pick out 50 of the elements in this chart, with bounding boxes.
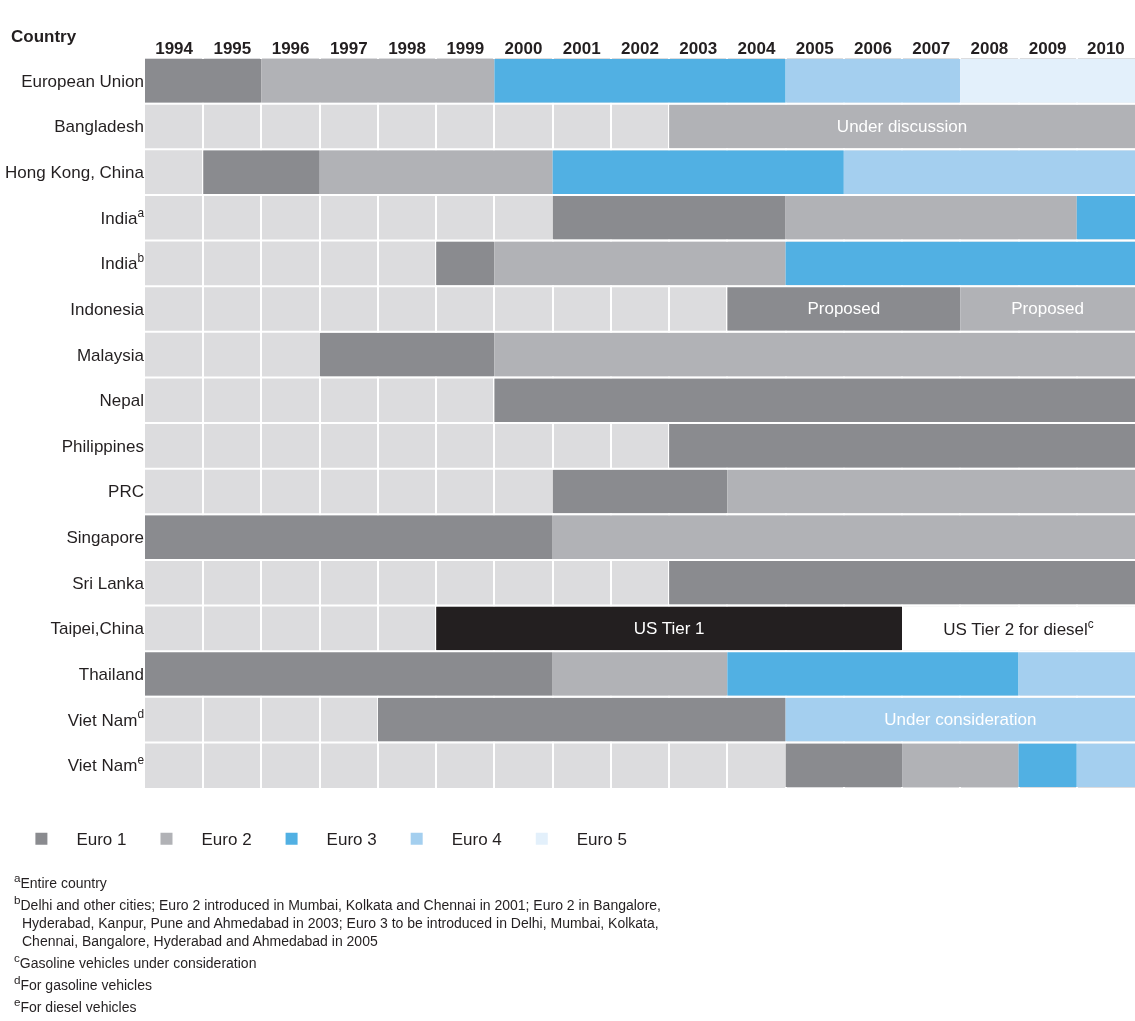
x-tick-label: 2005 (795, 38, 834, 58)
y-tick-label: Viet Nam$^{e}$ (67, 753, 145, 776)
x-tick-label: 2001 (562, 38, 601, 58)
x-tick-label: 2009 (1028, 38, 1067, 58)
legend-label: Euro 5 (576, 830, 627, 850)
data-label: Proposed (807, 299, 881, 319)
text: $^{b}$Delhi and other cities; Euro 2 introduced in Mumbai, Kolkata and Chennai in 2001; Euro 2 in Bangalore, Hyderabad, Kanpur, Pune and Ahmedabad in 2003; Euro 3 to be introduced in Delhi, Mumbai, Kolkata, Chennai, Bangalore, Hyderabad and Ahmedabad in 2005 (14, 891, 662, 951)
x-tick-label: 1997 (329, 38, 368, 58)
y-tick-label: Nepal (99, 391, 144, 411)
x-tick-label: 1995 (213, 38, 252, 58)
x-tick-label: 1996 (271, 38, 310, 58)
y-tick-label: Hong Kong, China (5, 163, 145, 183)
legend-label: Euro 3 (326, 830, 377, 850)
y-tick-label: PRC (108, 482, 144, 502)
x-tick-label: 2007 (912, 38, 951, 58)
text: $^{a}$Entire country (14, 870, 108, 892)
text: $^{d}$For gasoline vehicles (14, 971, 153, 994)
y-tick-label: Sri Lanka (72, 573, 145, 593)
y-tick-label: Philippines (61, 436, 144, 456)
text: $^{c}$Gasoline vehicles under consideration (14, 950, 258, 972)
y-tick-label: Singapore (66, 528, 144, 548)
legend-label: Euro 1 (76, 830, 127, 850)
data-label: Under discussion (836, 116, 968, 136)
data-label: US Tier 2 for diesel$^{c}$ (943, 617, 1094, 640)
x-tick-label: 2000 (504, 38, 543, 58)
y-tick-label: Bangladesh (54, 117, 144, 137)
x-tick-label: 1994 (155, 38, 194, 58)
y-tick-label: European Union (21, 71, 144, 91)
y-tick-label: Malaysia (76, 345, 145, 365)
data-label: Proposed (1011, 299, 1085, 319)
x-tick-label: 2004 (737, 38, 776, 58)
x-tick-label: 2008 (970, 38, 1009, 58)
legend-label: Euro 4 (451, 830, 502, 850)
x-tick-label: 2010 (1086, 38, 1125, 58)
y-axis-title: Country (11, 27, 77, 46)
y-tick-label: Taipei,China (50, 619, 145, 639)
x-tick-label: 1999 (446, 38, 485, 58)
x-tick-label: 2006 (854, 38, 892, 58)
data-label: US Tier 1 (633, 618, 705, 638)
x-tick-label: 2002 (621, 38, 659, 58)
legend-label: Euro 2 (201, 830, 252, 850)
y-tick-label: Thailand (78, 664, 144, 684)
data-label: Under consideration (884, 710, 1037, 730)
x-tick-label: 2003 (679, 38, 718, 58)
y-tick-label: Indonesia (70, 299, 145, 319)
y-tick-label: Viet Nam$^{d}$ (67, 707, 144, 730)
x-tick-label: 1998 (388, 38, 426, 58)
y-tick-label: India$^{a}$ (100, 205, 145, 228)
y-tick-label: India$^{b}$ (100, 251, 145, 274)
text: $^{e}$For diesel vehicles (14, 993, 138, 1016)
